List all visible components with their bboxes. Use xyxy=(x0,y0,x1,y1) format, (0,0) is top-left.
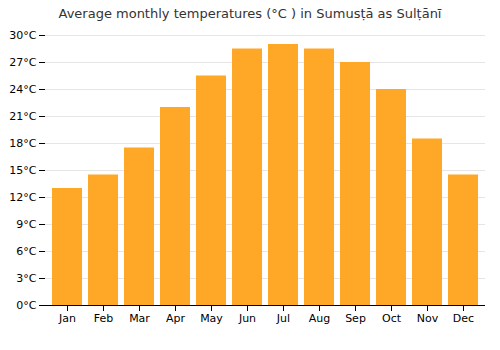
svg-text:Feb: Feb xyxy=(94,312,113,325)
svg-text:27°C: 27°C xyxy=(9,56,36,69)
svg-text:Oct: Oct xyxy=(382,312,402,325)
svg-text:18°C: 18°C xyxy=(9,137,36,150)
svg-text:3°C: 3°C xyxy=(16,272,36,285)
svg-text:12°C: 12°C xyxy=(9,191,36,204)
html-text:Average monthly temperatures (: Average monthly temperatures (°C ) in Su… xyxy=(58,6,442,21)
svg-text:Mar: Mar xyxy=(129,312,150,325)
svg-text:Jan: Jan xyxy=(58,312,76,325)
svg-text:21°C: 21°C xyxy=(9,110,36,123)
svg-text:Nov: Nov xyxy=(417,312,439,325)
svg-text:Sep: Sep xyxy=(345,312,366,325)
svg-text:Jul: Jul xyxy=(276,312,290,325)
svg-text:9°C: 9°C xyxy=(16,218,36,231)
svg-text:Jun: Jun xyxy=(238,312,256,325)
svg-text:Aug: Aug xyxy=(309,312,330,325)
svg-text:6°C: 6°C xyxy=(16,245,36,258)
svg-text:24°C: 24°C xyxy=(9,83,36,96)
svg-text:15°C: 15°C xyxy=(9,164,36,177)
svg-text:0°C: 0°C xyxy=(16,299,36,312)
svg-text:Dec: Dec xyxy=(453,312,474,325)
svg-text:May: May xyxy=(200,312,223,325)
svg-text:30°C: 30°C xyxy=(9,29,36,42)
svg-text:Apr: Apr xyxy=(166,312,186,325)
